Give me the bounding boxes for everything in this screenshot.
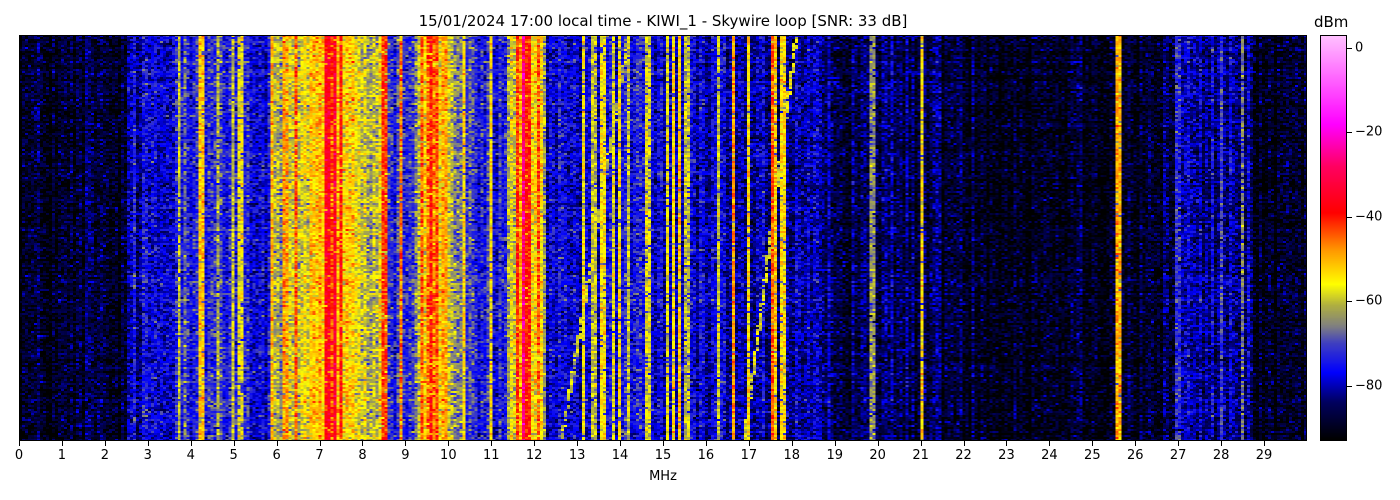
- plot-frame: [19, 35, 1307, 441]
- x-tick-label: 24: [1041, 448, 1058, 463]
- x-tick-mark: [748, 441, 750, 446]
- colorbar-tick-mark: [1347, 216, 1352, 218]
- x-tick-mark: [233, 441, 235, 446]
- colorbar-tick-mark: [1347, 301, 1352, 303]
- x-tick-label: 7: [315, 448, 324, 463]
- x-tick-mark: [405, 441, 407, 446]
- x-tick-label: 18: [783, 448, 801, 463]
- colorbar-tick-label: −80: [1355, 378, 1383, 394]
- x-tick-label: 9: [401, 448, 410, 463]
- x-tick-label: 10: [440, 448, 457, 463]
- x-tick-mark: [834, 441, 836, 446]
- x-tick-label: 3: [143, 448, 152, 463]
- x-tick-label: 2: [100, 448, 109, 463]
- x-tick-label: 16: [697, 448, 715, 463]
- x-tick-mark: [190, 441, 192, 446]
- x-tick-label: 0: [14, 448, 24, 463]
- x-tick-mark: [963, 441, 965, 446]
- colorbar-tick-label: −40: [1355, 209, 1383, 225]
- x-tick-mark: [19, 441, 20, 446]
- x-tick-label: 4: [186, 448, 195, 463]
- x-tick-label: 17: [740, 448, 758, 463]
- x-tick-mark: [1092, 441, 1094, 446]
- x-tick-mark: [147, 441, 149, 446]
- x-tick-mark: [1178, 441, 1180, 446]
- colorbar-tick-label: −20: [1355, 124, 1383, 140]
- spectrogram-heatmap: [19, 35, 1307, 441]
- colorbar: [1320, 35, 1347, 441]
- x-tick-label: 5: [229, 448, 238, 463]
- x-tick-label: 8: [358, 448, 367, 463]
- colorbar-label: dBm: [1314, 13, 1349, 31]
- x-tick-mark: [791, 441, 793, 446]
- x-tick-mark: [663, 441, 664, 446]
- x-tick-label: 25: [1084, 448, 1101, 463]
- x-tick-label: 22: [955, 448, 972, 463]
- x-tick-mark: [104, 441, 106, 446]
- x-tick-mark: [448, 441, 450, 446]
- colorbar-tick-mark: [1347, 386, 1352, 388]
- x-tick-mark: [1264, 441, 1266, 446]
- x-tick-label: 20: [869, 448, 886, 463]
- x-tick-mark: [1049, 441, 1051, 446]
- x-tick-mark: [276, 441, 278, 446]
- x-tick-label: 28: [1212, 448, 1230, 463]
- x-tick-mark: [534, 441, 536, 446]
- x-tick-label: 26: [1126, 448, 1144, 463]
- colorbar-tick-mark: [1347, 132, 1352, 134]
- x-tick-mark: [1221, 441, 1223, 446]
- x-tick-mark: [577, 441, 579, 446]
- x-tick-mark: [1006, 441, 1008, 446]
- x-tick-mark: [362, 441, 364, 446]
- x-axis-label: MHz: [649, 469, 677, 484]
- x-tick-label: 12: [525, 448, 543, 463]
- x-tick-mark: [61, 441, 63, 446]
- colorbar-tick-label: −60: [1355, 293, 1383, 309]
- colorbar-tick-label: 0: [1355, 40, 1364, 56]
- x-tick-mark: [920, 441, 922, 446]
- x-tick-mark: [491, 441, 493, 446]
- x-tick-label: 11: [482, 448, 500, 463]
- x-tick-label: 1: [57, 448, 67, 463]
- x-tick-label: 13: [568, 448, 586, 463]
- x-tick-label: 15: [654, 448, 672, 463]
- x-tick-label: 27: [1169, 448, 1187, 463]
- x-tick-mark: [705, 441, 707, 446]
- x-tick-label: 21: [912, 448, 929, 463]
- x-tick-label: 29: [1255, 448, 1273, 463]
- x-tick-mark: [620, 441, 622, 446]
- chart-title: 15/01/2024 17:00 local time - KIWI_1 - S…: [418, 12, 908, 30]
- x-tick-mark: [1135, 441, 1137, 446]
- x-tick-label: 23: [998, 448, 1015, 463]
- colorbar-tick-mark: [1347, 47, 1352, 49]
- x-tick-label: 19: [826, 448, 843, 463]
- x-tick-mark: [877, 441, 879, 446]
- x-tick-mark: [319, 441, 321, 446]
- x-tick-label: 14: [611, 448, 629, 463]
- x-tick-label: 6: [272, 448, 281, 463]
